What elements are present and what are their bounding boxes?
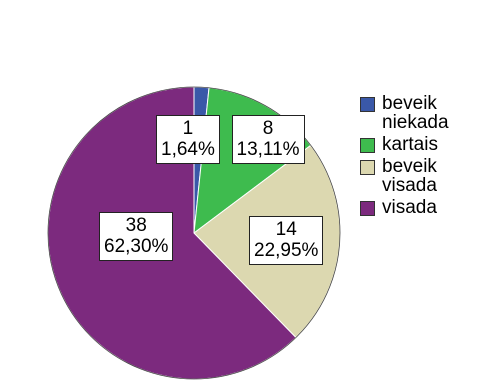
data-label-percent: 13,11%	[236, 138, 300, 160]
legend-item-beveik-niekada: beveik niekada	[358, 94, 478, 132]
legend-swatch	[360, 138, 375, 153]
data-label-percent: 1,64%	[161, 138, 215, 160]
pie-outline	[47, 86, 341, 380]
legend-label: kartais	[382, 134, 438, 155]
data-label-percent: 22,95%	[254, 239, 319, 261]
legend-swatch	[360, 97, 375, 112]
legend-swatch	[360, 160, 375, 175]
data-label-visada: 38 62,30%	[99, 211, 174, 261]
legend: beveik niekada kartais beveik visada visada	[358, 94, 478, 220]
legend-label: beveik niekada	[382, 93, 449, 133]
data-label-kartais: 8 13,11%	[231, 114, 305, 164]
legend-swatch	[360, 201, 375, 216]
data-label-beveik-visada: 14 22,95%	[249, 215, 324, 265]
data-label-count: 8	[262, 117, 274, 139]
data-label-beveik-niekada: 1 1,64%	[156, 114, 220, 164]
data-label-count: 14	[275, 218, 297, 240]
legend-item-beveik-visada: beveik visada	[358, 157, 478, 195]
data-label-percent: 62,30%	[104, 235, 169, 257]
data-label-count: 1	[182, 117, 194, 139]
legend-item-visada: visada	[358, 198, 478, 217]
data-label-count: 38	[125, 214, 147, 236]
legend-label: beveik visada	[382, 156, 437, 196]
legend-label: visada	[382, 197, 437, 218]
legend-item-kartais: kartais	[358, 135, 478, 154]
